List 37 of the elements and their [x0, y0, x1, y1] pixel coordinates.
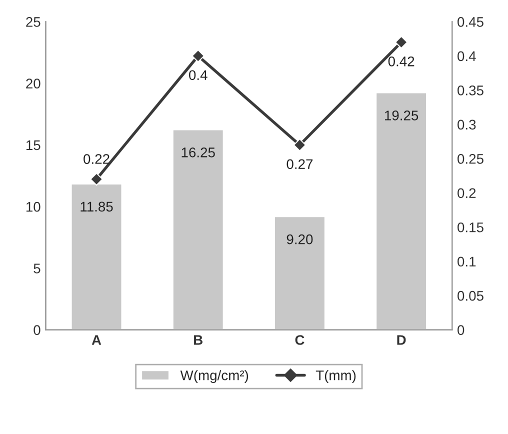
- y-tick-label: 5: [34, 264, 40, 274]
- x-tick-label: A: [92, 335, 102, 345]
- data-label: 19.25: [385, 110, 418, 120]
- x-tick-label: D: [397, 335, 406, 345]
- y2-tick-label: 0.25: [458, 154, 484, 164]
- point: [90, 172, 103, 186]
- y2-tick-label: 0.35: [458, 86, 484, 96]
- y-tick-label: 15: [26, 140, 40, 150]
- x-tick-label: B: [194, 335, 203, 345]
- y2-tick-label: 0.1: [458, 256, 476, 267]
- data-label: 11.85: [80, 202, 113, 212]
- y-tick-label: 10: [26, 202, 40, 212]
- y2-tick-label: 0.4: [458, 51, 476, 62]
- y2-tick-label: 0: [458, 325, 464, 336]
- y2-tick-label: 0.2: [458, 188, 476, 198]
- data-label: 9.20: [286, 234, 313, 244]
- data-label: 0.4: [189, 70, 208, 80]
- y-tick-label: 20: [26, 78, 40, 88]
- data-label: 0.27: [286, 159, 313, 170]
- point: [192, 50, 205, 62]
- bar: [274, 216, 326, 330]
- point: [394, 36, 408, 49]
- bar: [172, 128, 224, 330]
- legend-label: T(mm): [316, 370, 356, 384]
- legend-label: W(mg/cm²): [180, 370, 248, 384]
- data-label: 16.25: [182, 148, 215, 158]
- x-tick-label: C: [295, 335, 304, 345]
- data-label: 0.42: [388, 56, 414, 66]
- y2-tick-label: 0.15: [458, 222, 484, 232]
- y2-tick-label: 0.45: [458, 17, 484, 27]
- y2-tick-label: 0.3: [458, 120, 476, 130]
- y-tick-label: 0: [34, 325, 40, 336]
- point: [293, 138, 306, 152]
- y-tick-label: 25: [26, 17, 40, 27]
- bar: [375, 92, 428, 330]
- data-label: 0.22: [84, 154, 110, 164]
- y2-tick-label: 0.05: [458, 290, 484, 301]
